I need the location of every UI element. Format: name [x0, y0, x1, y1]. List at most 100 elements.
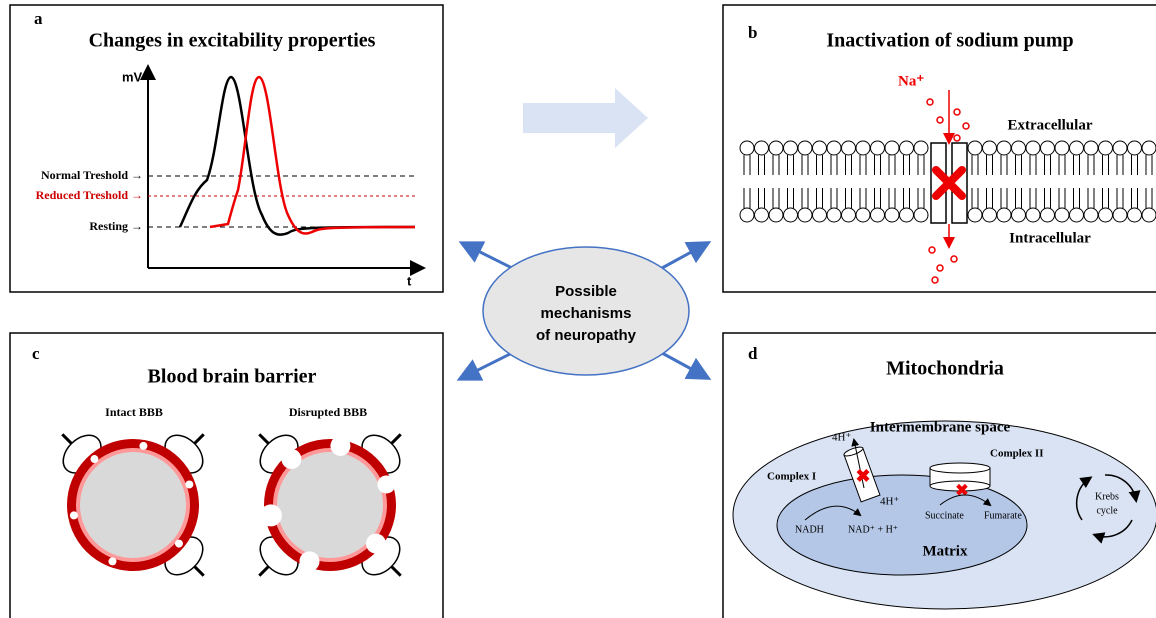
ion	[937, 265, 943, 271]
lipid-head	[997, 208, 1011, 222]
level-label: Reduced Treshold →	[36, 188, 143, 202]
ion	[927, 99, 933, 105]
link-arrow	[462, 353, 512, 378]
link-arrow	[662, 353, 706, 377]
link-arrow	[662, 244, 706, 268]
lipid-head	[1128, 141, 1142, 155]
metabolite-label: NAD⁺ + H⁺	[848, 524, 898, 535]
panel-letter: a	[34, 9, 43, 28]
lipid-head	[813, 208, 827, 222]
lipid-head	[856, 208, 870, 222]
junction	[139, 442, 147, 450]
metabolite-label: Succinate	[925, 510, 964, 521]
ion	[932, 277, 938, 283]
block-mark: ✖	[855, 466, 870, 486]
lipid-head	[997, 141, 1011, 155]
panel-letter: d	[748, 344, 758, 363]
lipid-head	[871, 141, 885, 155]
lipid-head	[914, 208, 928, 222]
metabolite-label: NADH	[795, 524, 824, 535]
center-text: of neuropathy	[536, 327, 637, 344]
lipid-head	[983, 208, 997, 222]
level-label: Normal Treshold →	[41, 168, 143, 182]
complex-label: Complex II	[990, 448, 1043, 460]
level-label: Resting →	[89, 219, 143, 233]
vessel-lumen	[80, 452, 186, 558]
ion-label: Na⁺	[898, 73, 924, 89]
lipid-head	[1012, 208, 1026, 222]
matrix-label: Matrix	[923, 543, 968, 559]
junction	[377, 475, 395, 493]
lipid-head	[885, 208, 899, 222]
lipid-head	[968, 141, 982, 155]
lipid-head	[968, 208, 982, 222]
lipid-head	[798, 208, 812, 222]
lipid-head	[842, 141, 856, 155]
lipid-head	[1128, 208, 1142, 222]
proton-label: 4H⁺	[880, 496, 899, 508]
lipid-head	[1113, 141, 1127, 155]
junction	[281, 449, 301, 469]
center-text: mechanisms	[541, 305, 632, 322]
junction	[366, 534, 386, 554]
lipid-head	[813, 141, 827, 155]
vessel-label: Disrupted BBB	[289, 405, 367, 419]
link-arrow	[464, 244, 512, 268]
panel-title: Blood brain barrier	[148, 366, 317, 388]
panel-letter: c	[32, 344, 40, 363]
lipid-head	[1026, 141, 1040, 155]
lipid-head	[1041, 208, 1055, 222]
complex-label: Complex I	[767, 471, 816, 483]
y-axis-label: mV	[122, 69, 143, 84]
metabolite-label: Fumarate	[984, 510, 1022, 521]
lipid-head	[983, 141, 997, 155]
junction	[90, 455, 98, 463]
lipid-head	[769, 208, 783, 222]
panel-d: d Mitochondria Intermembrane space Matri…	[723, 333, 1156, 618]
lipid-head	[856, 141, 870, 155]
x-axis-label: t	[407, 273, 412, 288]
outside-label: Extracellular	[1008, 117, 1093, 133]
lipid-head	[1055, 141, 1069, 155]
lipid-head	[1070, 208, 1084, 222]
lipid-head	[871, 208, 885, 222]
junction	[330, 436, 350, 456]
lipid-head	[1099, 141, 1113, 155]
panel-letter: b	[748, 23, 757, 42]
junction	[70, 511, 78, 519]
krebs-label: Krebs	[1095, 491, 1119, 502]
inside-label: Intracellular	[1009, 230, 1091, 246]
ion	[963, 123, 969, 129]
lipid-head	[842, 208, 856, 222]
lipid-head	[1041, 141, 1055, 155]
lipid-head	[1026, 208, 1040, 222]
lipid-head	[740, 208, 754, 222]
junction	[299, 551, 319, 571]
panel-b: b Inactivation of sodium pump Na⁺ Extrac…	[723, 5, 1156, 292]
lipid-head	[1142, 208, 1156, 222]
lipid-head	[784, 208, 798, 222]
lipid-head	[1084, 141, 1098, 155]
vessel-label: Intact BBB	[105, 405, 163, 419]
center-text: Possible	[555, 283, 617, 300]
space-label: Intermembrane space	[870, 419, 1011, 435]
panel-c: c Blood brain barrier Intact BBB Disrupt…	[10, 333, 443, 618]
lipid-head	[914, 141, 928, 155]
panel-title: Mitochondria	[886, 358, 1004, 380]
lipid-head	[1113, 208, 1127, 222]
lipid-head	[755, 208, 769, 222]
junction	[175, 540, 183, 548]
lipid-head	[1142, 141, 1156, 155]
lipid-head	[827, 208, 841, 222]
center: Possible mechanisms of neuropathy	[462, 244, 706, 378]
lipid-head	[900, 208, 914, 222]
ion	[954, 135, 960, 141]
panel-title: Inactivation of sodium pump	[826, 30, 1073, 52]
block-mark: ✖	[955, 483, 968, 500]
lipid-head	[1055, 208, 1069, 222]
krebs-label: cycle	[1096, 505, 1118, 516]
complex-two-top	[930, 463, 990, 473]
lipid-head	[1012, 141, 1026, 155]
lipid-head	[885, 141, 899, 155]
proton-label: 4H⁺	[832, 432, 851, 444]
